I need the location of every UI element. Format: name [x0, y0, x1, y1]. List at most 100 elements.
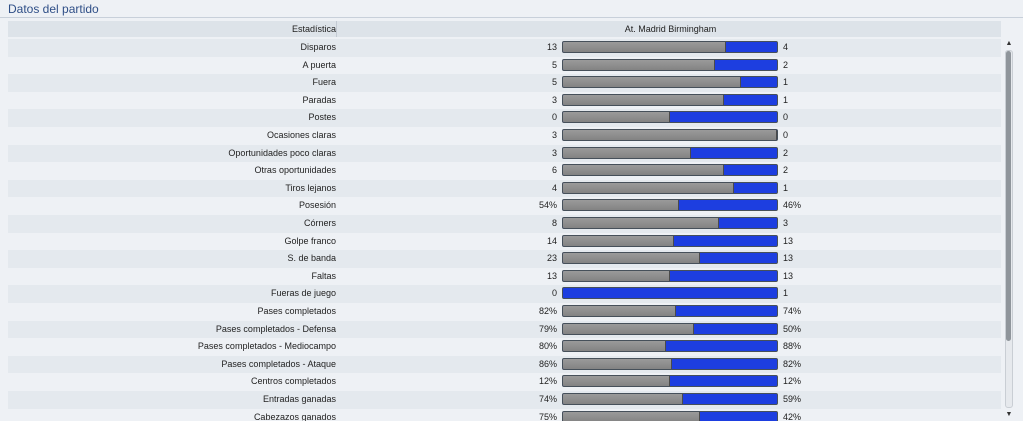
- comparison-bar: [562, 93, 778, 106]
- home-value: 6: [551, 165, 557, 176]
- home-value: 12%: [538, 376, 557, 387]
- table-row: Faltas 13 13: [8, 267, 1001, 286]
- comparison-bar: [562, 252, 778, 265]
- away-value: 42%: [783, 411, 802, 421]
- away-value: 46%: [783, 200, 802, 211]
- home-share-fill: [563, 200, 679, 211]
- stat-label: S. de banda: [287, 253, 336, 264]
- table-row: Fueras de juego 0 1: [8, 285, 1001, 303]
- away-value: 82%: [783, 358, 802, 369]
- home-share-fill: [563, 270, 670, 281]
- panel-title: Datos del partido: [8, 2, 99, 16]
- home-share-fill: [563, 376, 670, 387]
- home-share-fill: [563, 59, 715, 70]
- home-value: 3: [551, 147, 557, 158]
- home-value: 79%: [538, 323, 557, 334]
- comparison-bar: [562, 269, 778, 282]
- home-value: 4: [551, 182, 557, 193]
- home-share-fill: [563, 218, 720, 228]
- home-share-fill: [563, 130, 777, 140]
- comparison-bar: [562, 164, 778, 177]
- home-value: 74%: [538, 394, 557, 404]
- away-value: 12%: [783, 376, 802, 387]
- away-value: 59%: [783, 394, 802, 404]
- table-row: Pases completados 82% 74%: [8, 303, 1001, 321]
- column-header-teams[interactable]: At. Madrid Birmingham: [624, 24, 717, 34]
- vertical-scrollbar[interactable]: ▲ ▼: [1003, 39, 1015, 421]
- table-row: Tiros lejanos 4 1: [8, 179, 1001, 198]
- stat-label: Postes: [308, 112, 336, 123]
- home-share-fill: [563, 253, 700, 264]
- away-value: 1: [783, 77, 789, 88]
- home-value: 14: [546, 235, 557, 246]
- table-row: Disparos 13 4: [8, 39, 1001, 57]
- home-share-fill: [563, 94, 724, 105]
- home-share-fill: [563, 394, 683, 404]
- table-row: Córners 8 3: [8, 215, 1001, 233]
- home-share-fill: [563, 112, 670, 123]
- away-value: 1: [783, 182, 789, 193]
- title-divider: [0, 17, 1023, 18]
- comparison-bar: [562, 340, 778, 353]
- away-value: 13: [783, 253, 794, 264]
- away-value: 74%: [783, 306, 802, 316]
- table-row: Centros completados 12% 12%: [8, 373, 1001, 391]
- comparison-bar: [562, 111, 778, 124]
- table-row: Cabezazos ganados 75% 42%: [8, 408, 1001, 421]
- home-share-fill: [563, 411, 700, 421]
- stat-label: Fuera: [312, 77, 336, 88]
- comparison-bar: [562, 199, 778, 212]
- home-value: 8: [551, 218, 557, 228]
- comparison-bar: [562, 129, 778, 141]
- table-row: Postes 0 0: [8, 109, 1001, 127]
- away-value: 2: [783, 165, 789, 176]
- stat-label: Paradas: [302, 94, 336, 105]
- home-share-fill: [563, 341, 666, 352]
- home-value: 13: [546, 42, 557, 52]
- home-value: 0: [551, 112, 557, 123]
- stats-table: Disparos 13 4 A puerta 5 2 Fuera 5 1 Paradas 3 1 Pos…: [8, 39, 1001, 421]
- home-share-fill: [563, 182, 735, 193]
- stat-label: Posesión: [298, 200, 336, 211]
- stat-label: Fueras de juego: [270, 288, 336, 299]
- scroll-down-icon[interactable]: ▼: [1005, 411, 1013, 418]
- scroll-up-icon[interactable]: ▲: [1005, 40, 1013, 47]
- comparison-bar: [562, 58, 778, 71]
- table-row: Fuera 5 1: [8, 74, 1001, 92]
- stat-label: Golpe franco: [284, 235, 336, 246]
- comparison-bar: [562, 287, 778, 300]
- table-row: S. de banda 23 13: [8, 250, 1001, 268]
- away-value: 0: [783, 130, 789, 140]
- home-share-fill: [563, 165, 724, 176]
- stat-label: Pases completados: [257, 306, 336, 316]
- comparison-bar: [562, 410, 778, 421]
- home-value: 5: [551, 77, 557, 88]
- away-value: 0: [783, 112, 789, 123]
- home-share-fill: [563, 358, 673, 369]
- stat-label: Disparos: [300, 42, 336, 52]
- home-value: 3: [551, 130, 557, 140]
- comparison-bar: [562, 181, 778, 194]
- comparison-bar: [562, 234, 778, 247]
- home-value: 13: [546, 270, 557, 281]
- comparison-bar: [562, 393, 778, 405]
- home-value: 0: [551, 288, 557, 299]
- table-row: Pases completados - Ataque 86% 82%: [8, 355, 1001, 374]
- home-value: 3: [551, 94, 557, 105]
- away-value: 2: [783, 59, 789, 70]
- home-value: 80%: [538, 341, 557, 352]
- table-row: Oportunidades poco claras 3 2: [8, 144, 1001, 163]
- table-row: Pases completados - Mediocampo 80% 88%: [8, 338, 1001, 356]
- home-share-fill: [563, 147, 692, 158]
- table-row: Paradas 3 1: [8, 91, 1001, 110]
- away-value: 2: [783, 147, 789, 158]
- table-row: Posesión 54% 46%: [8, 197, 1001, 215]
- scroll-thumb[interactable]: [1006, 51, 1011, 341]
- stat-label: Oportunidades poco claras: [228, 147, 336, 158]
- comparison-bar: [562, 305, 778, 317]
- comparison-bar: [562, 217, 778, 229]
- home-share-fill: [563, 306, 677, 316]
- column-header-statistic[interactable]: Estadística: [8, 21, 337, 37]
- home-value: 86%: [538, 358, 557, 369]
- table-row: Golpe franco 14 13: [8, 232, 1001, 251]
